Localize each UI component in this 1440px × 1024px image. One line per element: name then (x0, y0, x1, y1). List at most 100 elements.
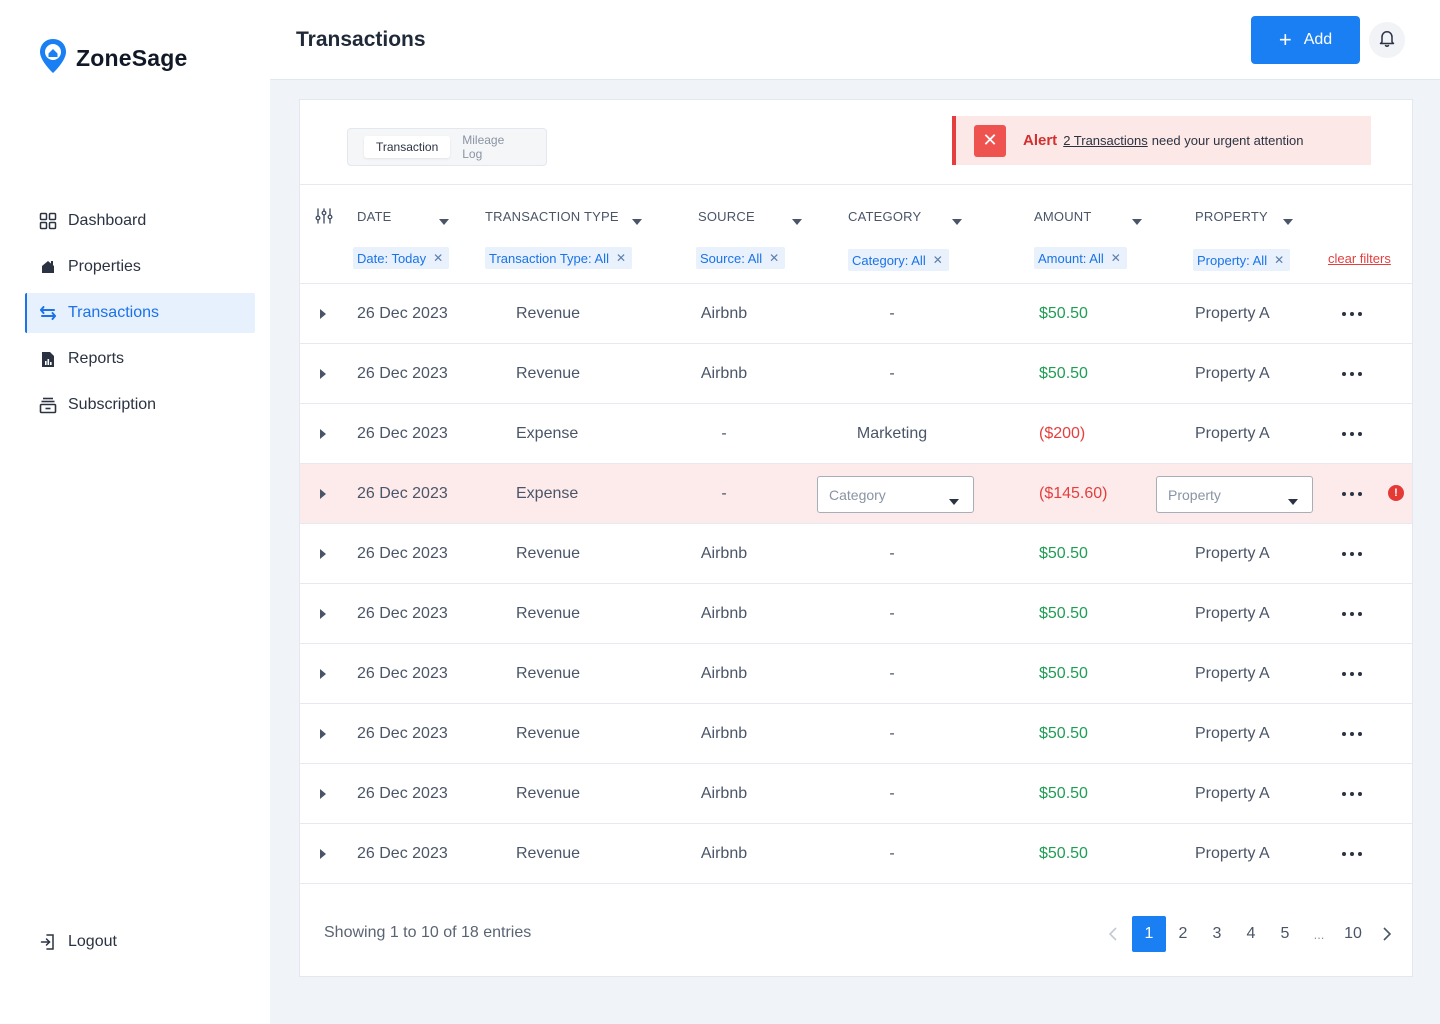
main-nav: Dashboard Properties Transactions Report… (25, 201, 255, 431)
expand-row-icon[interactable] (320, 464, 328, 524)
table-row[interactable]: 26 Dec 2023 Revenue Airbnb - $50.50 Property … (300, 284, 1412, 344)
toggle-transaction[interactable]: Transaction (364, 136, 451, 158)
more-options-icon[interactable] (1342, 524, 1362, 584)
close-icon[interactable]: ✕ (974, 124, 1006, 157)
cell-source-text: - (721, 425, 727, 442)
cell-category-text: - (889, 665, 895, 682)
table-row[interactable]: 26 Dec 2023 Revenue Airbnb - $50.50 Property … (300, 644, 1412, 704)
caret-down-icon (1288, 492, 1298, 508)
alert-title: Alert (1023, 132, 1058, 149)
cell-date: 26 Dec 2023 (357, 545, 448, 562)
cell-transaction-type: Revenue (516, 665, 581, 682)
clear-filters-link[interactable]: clear filters (1328, 251, 1391, 266)
chevron-right-icon[interactable] (1370, 916, 1404, 952)
remove-filter-icon[interactable]: ✕ (615, 251, 627, 265)
page-button-2[interactable]: 2 (1178, 925, 1188, 942)
cell-source: Airbnb (700, 344, 748, 404)
page-button-10[interactable]: 10 (1344, 925, 1362, 942)
page-button-3[interactable]: 3 (1212, 925, 1222, 942)
more-options-icon[interactable] (1342, 404, 1362, 464)
column-header-source[interactable]: SOURCE (698, 209, 808, 225)
expand-row-icon[interactable] (320, 644, 328, 704)
sidebar-item-transactions[interactable]: Transactions (25, 293, 255, 333)
table-row[interactable]: 26 Dec 2023 Revenue Airbnb - $50.50 Property … (300, 584, 1412, 644)
table-row[interactable]: 26 Dec 2023 Revenue Airbnb - $50.50 Property … (300, 524, 1412, 584)
filter-chip-category: Category: All ✕ (848, 249, 949, 271)
brand[interactable]: ZoneSage (38, 38, 188, 79)
table-row-urgent[interactable]: 26 Dec 2023 Expense - Category Property ($145… (300, 464, 1412, 524)
toggle-mileage-log[interactable]: Mileage Log (462, 133, 505, 161)
remove-filter-icon[interactable]: ✕ (1274, 253, 1285, 267)
more-options-icon[interactable] (1342, 764, 1362, 824)
notifications-button[interactable] (1369, 22, 1405, 58)
cell-amount: ($145.60) (1039, 485, 1108, 502)
column-header-amount[interactable]: AMOUNT (1034, 209, 1146, 225)
table-row[interactable]: 26 Dec 2023 Revenue Airbnb - $50.50 Property … (300, 704, 1412, 764)
grid-icon (39, 212, 57, 230)
sidebar-item-label: Reports (68, 350, 125, 367)
cell-date: 26 Dec 2023 (357, 665, 448, 682)
column-header-transaction-type[interactable]: TRANSACTION TYPE (485, 209, 645, 225)
expand-row-icon[interactable] (320, 524, 328, 584)
column-settings-icon[interactable] (315, 208, 333, 229)
more-options-icon[interactable] (1342, 464, 1362, 524)
expand-row-icon[interactable] (320, 284, 328, 344)
cell-source-text: - (721, 485, 727, 502)
add-button-label: Add (1303, 31, 1333, 48)
expand-row-icon[interactable] (320, 764, 328, 824)
table-row[interactable]: 26 Dec 2023 Revenue Airbnb - $50.50 Property … (300, 764, 1412, 824)
more-options-icon[interactable] (1342, 284, 1362, 344)
page-button-5[interactable]: 5 (1280, 925, 1290, 942)
chevron-left-icon[interactable] (1096, 916, 1130, 952)
table-row[interactable]: 26 Dec 2023 Revenue Airbnb - $50.50 Property … (300, 344, 1412, 404)
page-title: Transactions (296, 28, 426, 51)
alert-transactions-link[interactable]: 2 Transactions (1063, 133, 1148, 148)
cell-source-text: Airbnb (700, 605, 748, 622)
more-options-icon[interactable] (1342, 704, 1362, 764)
column-header-label: CATEGORY (848, 209, 922, 224)
caret-down-icon (1283, 213, 1293, 228)
column-header-label: AMOUNT (1034, 209, 1092, 224)
column-header-property[interactable]: PROPERTY (1195, 209, 1315, 225)
more-options-icon[interactable] (1342, 644, 1362, 704)
expand-row-icon[interactable] (320, 824, 328, 884)
expand-row-icon[interactable] (320, 584, 328, 644)
chip-label: Property: All (1197, 252, 1268, 268)
home-icon (39, 258, 57, 276)
cell-date: 26 Dec 2023 (357, 785, 448, 802)
more-options-icon[interactable] (1342, 344, 1362, 404)
remove-filter-icon[interactable]: ✕ (932, 253, 943, 267)
sidebar-item-subscription[interactable]: Subscription (25, 385, 255, 425)
table-row[interactable]: 26 Dec 2023 Expense - Marketing ($200) Proper… (300, 404, 1412, 464)
remove-filter-icon[interactable]: ✕ (1110, 251, 1121, 265)
chip-label: Amount: All (1038, 250, 1104, 266)
cell-source: Airbnb (700, 704, 748, 764)
column-header-label: DATE (357, 209, 392, 224)
sidebar-item-reports[interactable]: Reports (25, 339, 255, 379)
expand-row-icon[interactable] (320, 704, 328, 764)
expand-row-icon[interactable] (320, 404, 328, 464)
cell-category-text: - (889, 605, 895, 622)
cell-category-text: Marketing (856, 425, 928, 442)
cell-category-text: - (889, 365, 895, 382)
table-row[interactable]: 26 Dec 2023 Revenue Airbnb - $50.50 Property … (300, 824, 1412, 884)
page-button-1[interactable]: 1 (1132, 916, 1166, 952)
property-select[interactable]: Property (1156, 476, 1313, 513)
add-button[interactable]: + Add (1251, 16, 1360, 64)
remove-filter-icon[interactable]: ✕ (433, 251, 444, 265)
remove-filter-icon[interactable]: ✕ (769, 251, 780, 265)
caret-down-icon (949, 492, 959, 508)
sidebar-item-properties[interactable]: Properties (25, 247, 255, 287)
more-options-icon[interactable] (1342, 824, 1362, 884)
sidebar-item-dashboard[interactable]: Dashboard (25, 201, 255, 241)
column-header-category[interactable]: CATEGORY (848, 209, 968, 225)
category-select[interactable]: Category (817, 476, 974, 513)
page-button-4[interactable]: 4 (1246, 925, 1256, 942)
expand-row-icon[interactable] (320, 344, 328, 404)
cell-transaction-type: Revenue (516, 605, 581, 622)
column-header-date[interactable]: DATE (357, 209, 451, 225)
caret-down-icon (632, 213, 642, 228)
cell-category-text: - (889, 725, 895, 742)
more-options-icon[interactable] (1342, 584, 1362, 644)
logout-button[interactable]: Logout (39, 933, 117, 951)
